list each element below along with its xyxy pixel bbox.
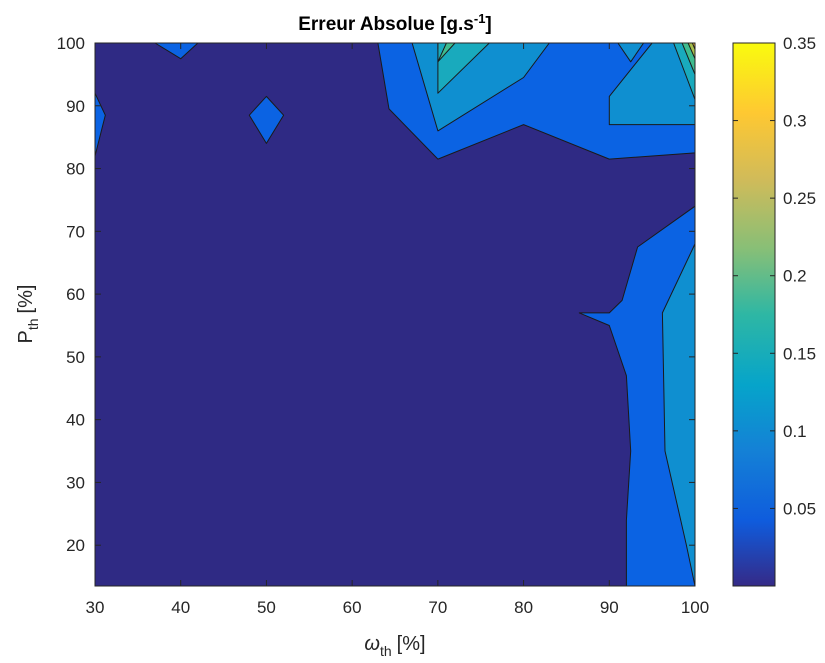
chart-title-sup: -1 [474,11,486,26]
colorbar-tick-label-0.3: 0.3 [783,112,807,131]
y-tick-label-80: 80 [66,160,85,179]
plot-area [94,42,696,587]
x-axis: 30 40 50 60 70 80 90 100 [86,43,709,617]
x-axis-label-sub: th [380,643,392,659]
y-tick-label-70: 70 [66,222,85,241]
contour-region-level-1-4 [578,205,695,586]
x-tick-label-80: 80 [514,598,533,617]
contour-region-level-1-0 [95,92,106,157]
colorbar-gradient [733,43,775,586]
y-tick-label-50: 50 [66,348,85,367]
x-tick-label-40: 40 [171,598,190,617]
y-axis-label: Pth [%] [15,285,41,344]
x-tick-label-100: 100 [681,598,709,617]
y-tick-label-30: 30 [66,473,85,492]
contour-region-level-3-9 [437,43,490,94]
y-tick-label-40: 40 [66,411,85,430]
y-tick-label-100: 100 [57,34,85,53]
plot-frame [94,42,696,587]
chart-title: Erreur Absolue [g.s-1] [298,11,492,36]
y-axis: 20 30 40 50 60 70 80 90 100 [57,34,695,555]
colorbar: 0.05 0.1 0.15 0.2 0.25 0.3 0.35 [732,34,816,587]
colorbar-ticks: 0.05 0.1 0.15 0.2 0.25 0.3 0.35 [733,34,816,518]
colorbar-tick-label-0.35: 0.35 [783,34,816,53]
colorbar-tick-label-0.15: 0.15 [783,344,816,363]
x-axis-label: ωth [%] [364,633,425,659]
x-axis-label-main: ω [364,633,380,655]
x-axis-label-unit: [%] [397,633,426,655]
x-tick-label-30: 30 [86,598,105,617]
x-tick-label-70: 70 [428,598,447,617]
y-tick-label-20: 20 [66,536,85,555]
colorbar-tick-label-0.1: 0.1 [783,422,807,441]
contour-layer [95,43,695,586]
colorbar-tick-label-0.05: 0.05 [783,499,816,518]
contour-region-level-1-1 [154,43,199,60]
y-axis-label-unit: [%] [15,285,37,314]
contour-region-level-5-13 [687,43,695,60]
y-axis-label-main: P [15,330,37,343]
x-tick-label-90: 90 [600,598,619,617]
y-tick-label-90: 90 [66,97,85,116]
x-tick-label-60: 60 [343,598,362,617]
contour-region-level-2-7 [608,43,695,126]
chart-title-end: ] [485,14,491,35]
contour-region-level-4-11 [437,43,456,63]
colorbar-tick-label-0.25: 0.25 [783,189,816,208]
contour-region-level-2-6 [617,43,645,63]
colorbar-frame [732,42,776,587]
y-axis-label-sub: th [25,318,41,330]
x-tick-label-50: 50 [257,598,276,617]
chart-title-main: Erreur Absolue [g.s [298,14,474,35]
contour-region-level-2-8 [661,243,695,586]
y-tick-label-60: 60 [66,285,85,304]
colorbar-tick-label-0.2: 0.2 [783,267,807,286]
contour-region-level-6-14 [691,43,695,50]
contour-region-level-1-2 [248,95,285,144]
